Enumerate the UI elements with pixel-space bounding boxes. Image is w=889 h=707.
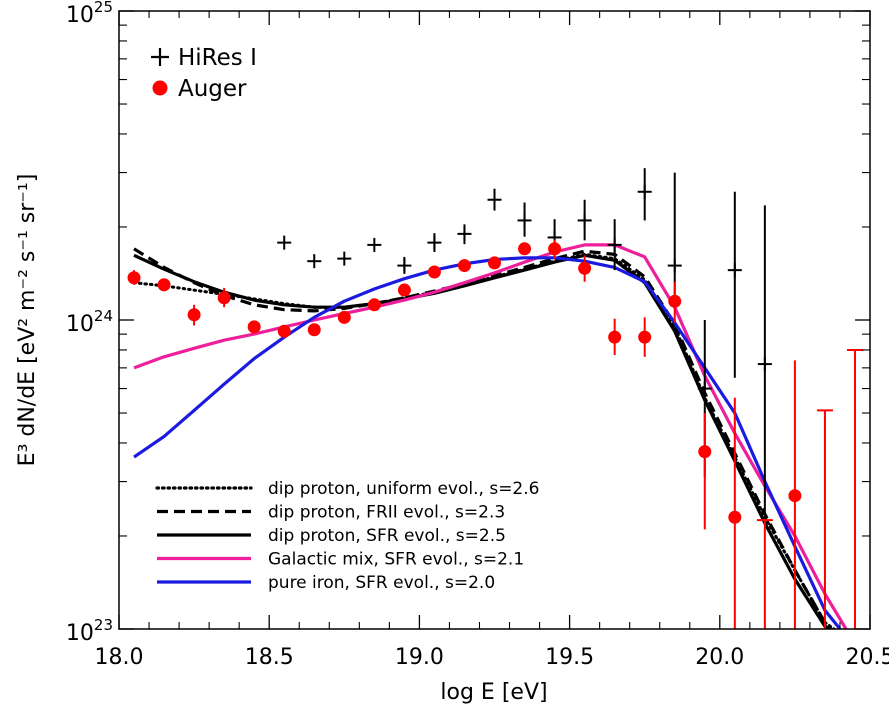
series-auger: [127, 239, 863, 629]
data-point: [457, 259, 471, 273]
data-point: [488, 256, 501, 270]
model-line-4: [133, 243, 848, 629]
data-point: [698, 445, 712, 459]
legend-label: pure iron, SFR evol., s=2.0: [268, 573, 495, 593]
data-point: [427, 265, 441, 279]
x-tick-label: 19.5: [545, 645, 594, 670]
data-point: [337, 310, 351, 324]
series-hires-i: [277, 168, 772, 518]
data-point: [367, 298, 381, 312]
data-point: [187, 308, 201, 322]
data-point: [307, 323, 321, 337]
legend-label: dip proton, SFR evol., s=2.5: [268, 526, 506, 546]
legend-label: Auger: [178, 76, 247, 102]
data-point: [157, 278, 171, 292]
data-point: [608, 330, 622, 344]
x-tick-label: 20.5: [846, 645, 889, 670]
model-line-2: [133, 247, 833, 629]
data-point: [578, 261, 592, 275]
data-point: [127, 271, 141, 285]
legend-label: Galactic mix, SFR evol., s=2.1: [268, 550, 524, 570]
axis-tick-labels: 18.0 18.5 19.0 19.5 20.0 20.5 1023 1024 1025: [66, 0, 889, 670]
legend-label: HiRes I: [178, 45, 257, 71]
data-legend: HiRes I Auger: [151, 45, 257, 102]
x-tick-label: 20.0: [695, 645, 744, 670]
axis-ticks: [118, 10, 871, 630]
y-tick-label: 1023: [66, 616, 113, 646]
data-point: [247, 320, 261, 334]
data-point: [518, 242, 532, 256]
legend-marker-circle: [152, 80, 168, 96]
model-legend: dip proton, uniform evol., s=2.6 dip prot…: [155, 479, 539, 593]
legend-label: dip proton, uniform evol., s=2.6: [268, 479, 539, 499]
data-point: [728, 510, 742, 524]
data-point: [788, 489, 802, 503]
data-point: [277, 324, 291, 338]
y-tick-label: 1025: [66, 0, 113, 28]
model-lines: [132, 243, 848, 629]
x-tick-label: 19.0: [395, 645, 444, 670]
x-tick-label: 18.0: [95, 645, 144, 670]
data-point: [217, 291, 231, 305]
legend-label: dip proton, FRII evol., s=2.3: [268, 503, 505, 523]
x-tick-label: 18.5: [245, 645, 294, 670]
data-point: [668, 294, 682, 308]
data-point: [397, 283, 411, 297]
data-point: [548, 242, 562, 256]
data-point: [638, 330, 652, 344]
data-points: [127, 168, 863, 629]
x-axis-title: log E [eV]: [440, 680, 547, 705]
y-axis-title: E³ dN/dE [eV² m⁻² s⁻¹ sr⁻¹]: [15, 174, 40, 467]
y-tick-label: 1024: [66, 307, 113, 337]
